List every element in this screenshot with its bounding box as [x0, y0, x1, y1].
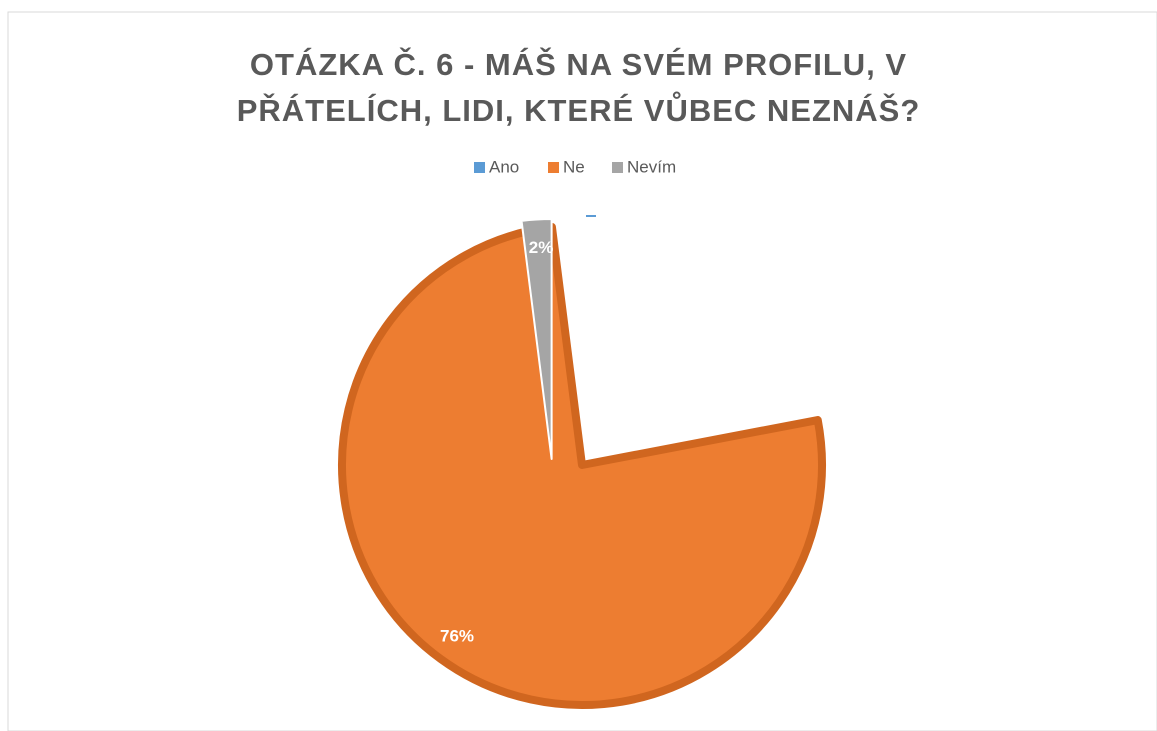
legend-swatch	[612, 162, 623, 173]
slice-edge	[586, 215, 596, 217]
data-label: 76%	[440, 626, 474, 645]
pie-slice	[581, 224, 819, 466]
chart-title: OTÁZKA Č. 6 - MÁŠ NA SVÉM PROFILU, V PŘÁ…	[236, 47, 921, 128]
pie-slice	[520, 218, 553, 461]
legend-label: Ne	[563, 157, 585, 176]
legend-label: Nevím	[627, 157, 676, 176]
legend-swatch	[548, 162, 559, 173]
pie-slice	[338, 222, 826, 709]
chart-border	[7, 11, 1157, 731]
legend-label: Ano	[489, 157, 519, 176]
legend-swatch	[474, 162, 485, 173]
data-label: 2%	[529, 238, 554, 257]
